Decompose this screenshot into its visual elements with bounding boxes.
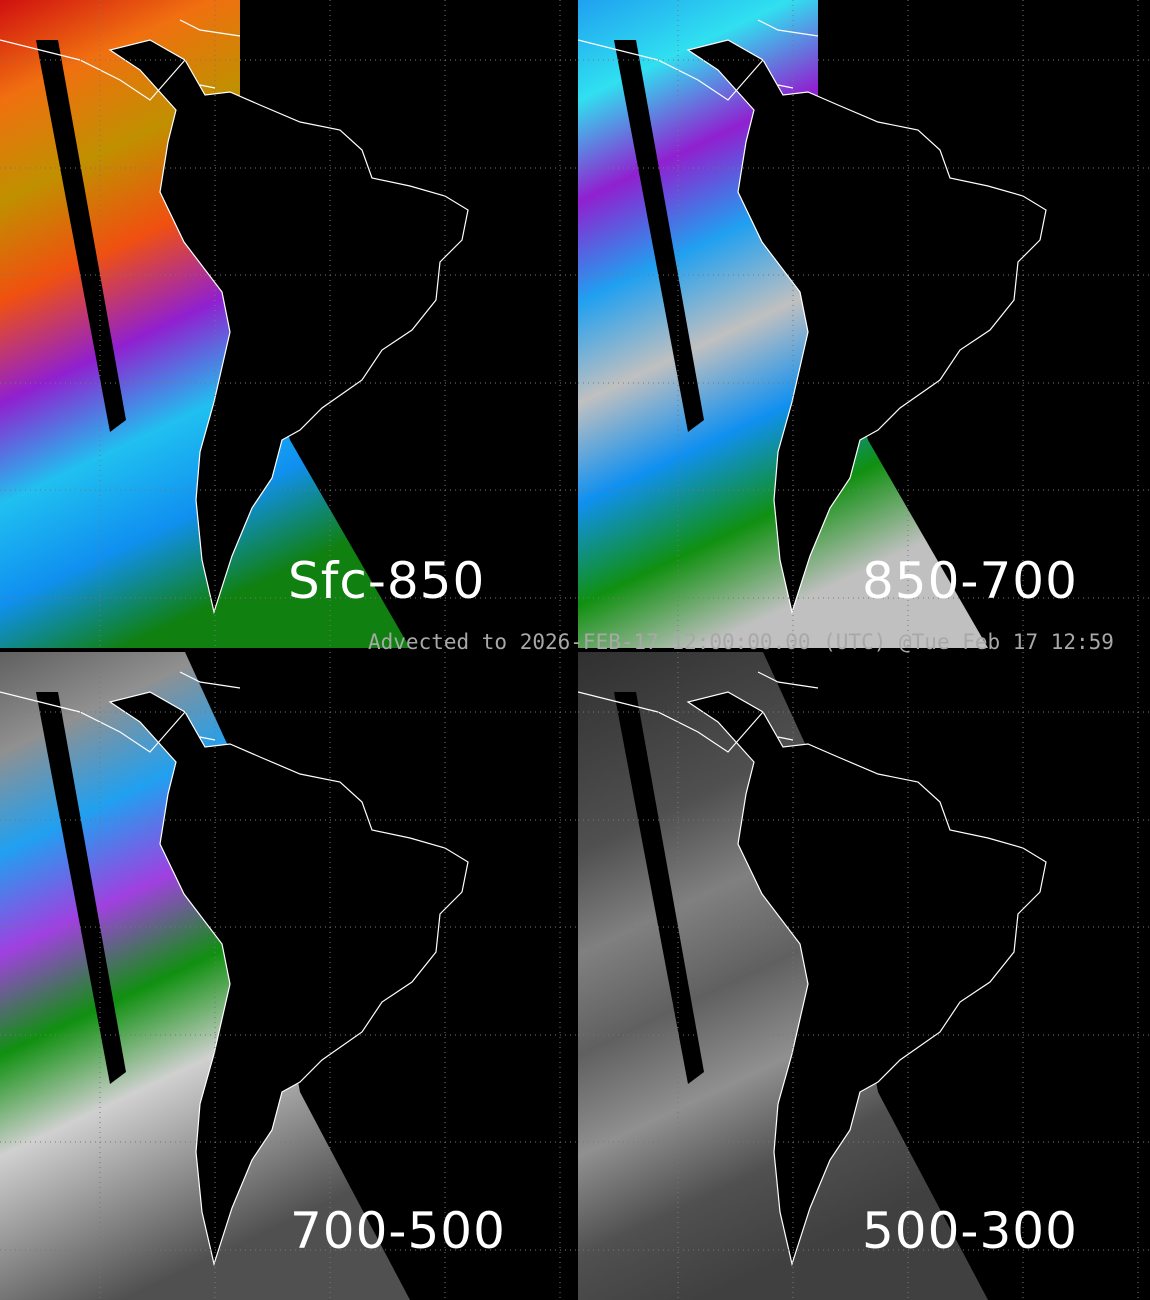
panel-700-500: 700-500 bbox=[0, 652, 576, 1300]
panel-label: Sfc-850 bbox=[288, 552, 486, 610]
panel-500-300: 500-300 bbox=[578, 652, 1150, 1300]
imagery-swath bbox=[578, 652, 988, 1300]
map-700-500 bbox=[0, 652, 576, 1300]
data-gap bbox=[36, 40, 126, 432]
data-gap bbox=[614, 692, 704, 1084]
panel-label: 850-700 bbox=[862, 552, 1078, 610]
map-sfc-850 bbox=[0, 0, 576, 648]
data-gap bbox=[614, 40, 704, 432]
imagery-swath bbox=[0, 652, 410, 1300]
imagery-swath bbox=[0, 0, 410, 648]
panel-850-700: 850-700 bbox=[578, 0, 1150, 648]
map-500-300 bbox=[578, 652, 1150, 1300]
panel-label: 500-300 bbox=[862, 1202, 1078, 1260]
panel-label: 700-500 bbox=[290, 1202, 506, 1260]
map-850-700 bbox=[578, 0, 1150, 648]
data-gap bbox=[36, 692, 126, 1084]
panel-sfc-850: Sfc-850 bbox=[0, 0, 576, 648]
imagery-swath bbox=[578, 0, 988, 648]
timestamp-caption: Advected to 2026-FEB-17 12:00:00.00 (UTC… bbox=[368, 630, 1114, 654]
